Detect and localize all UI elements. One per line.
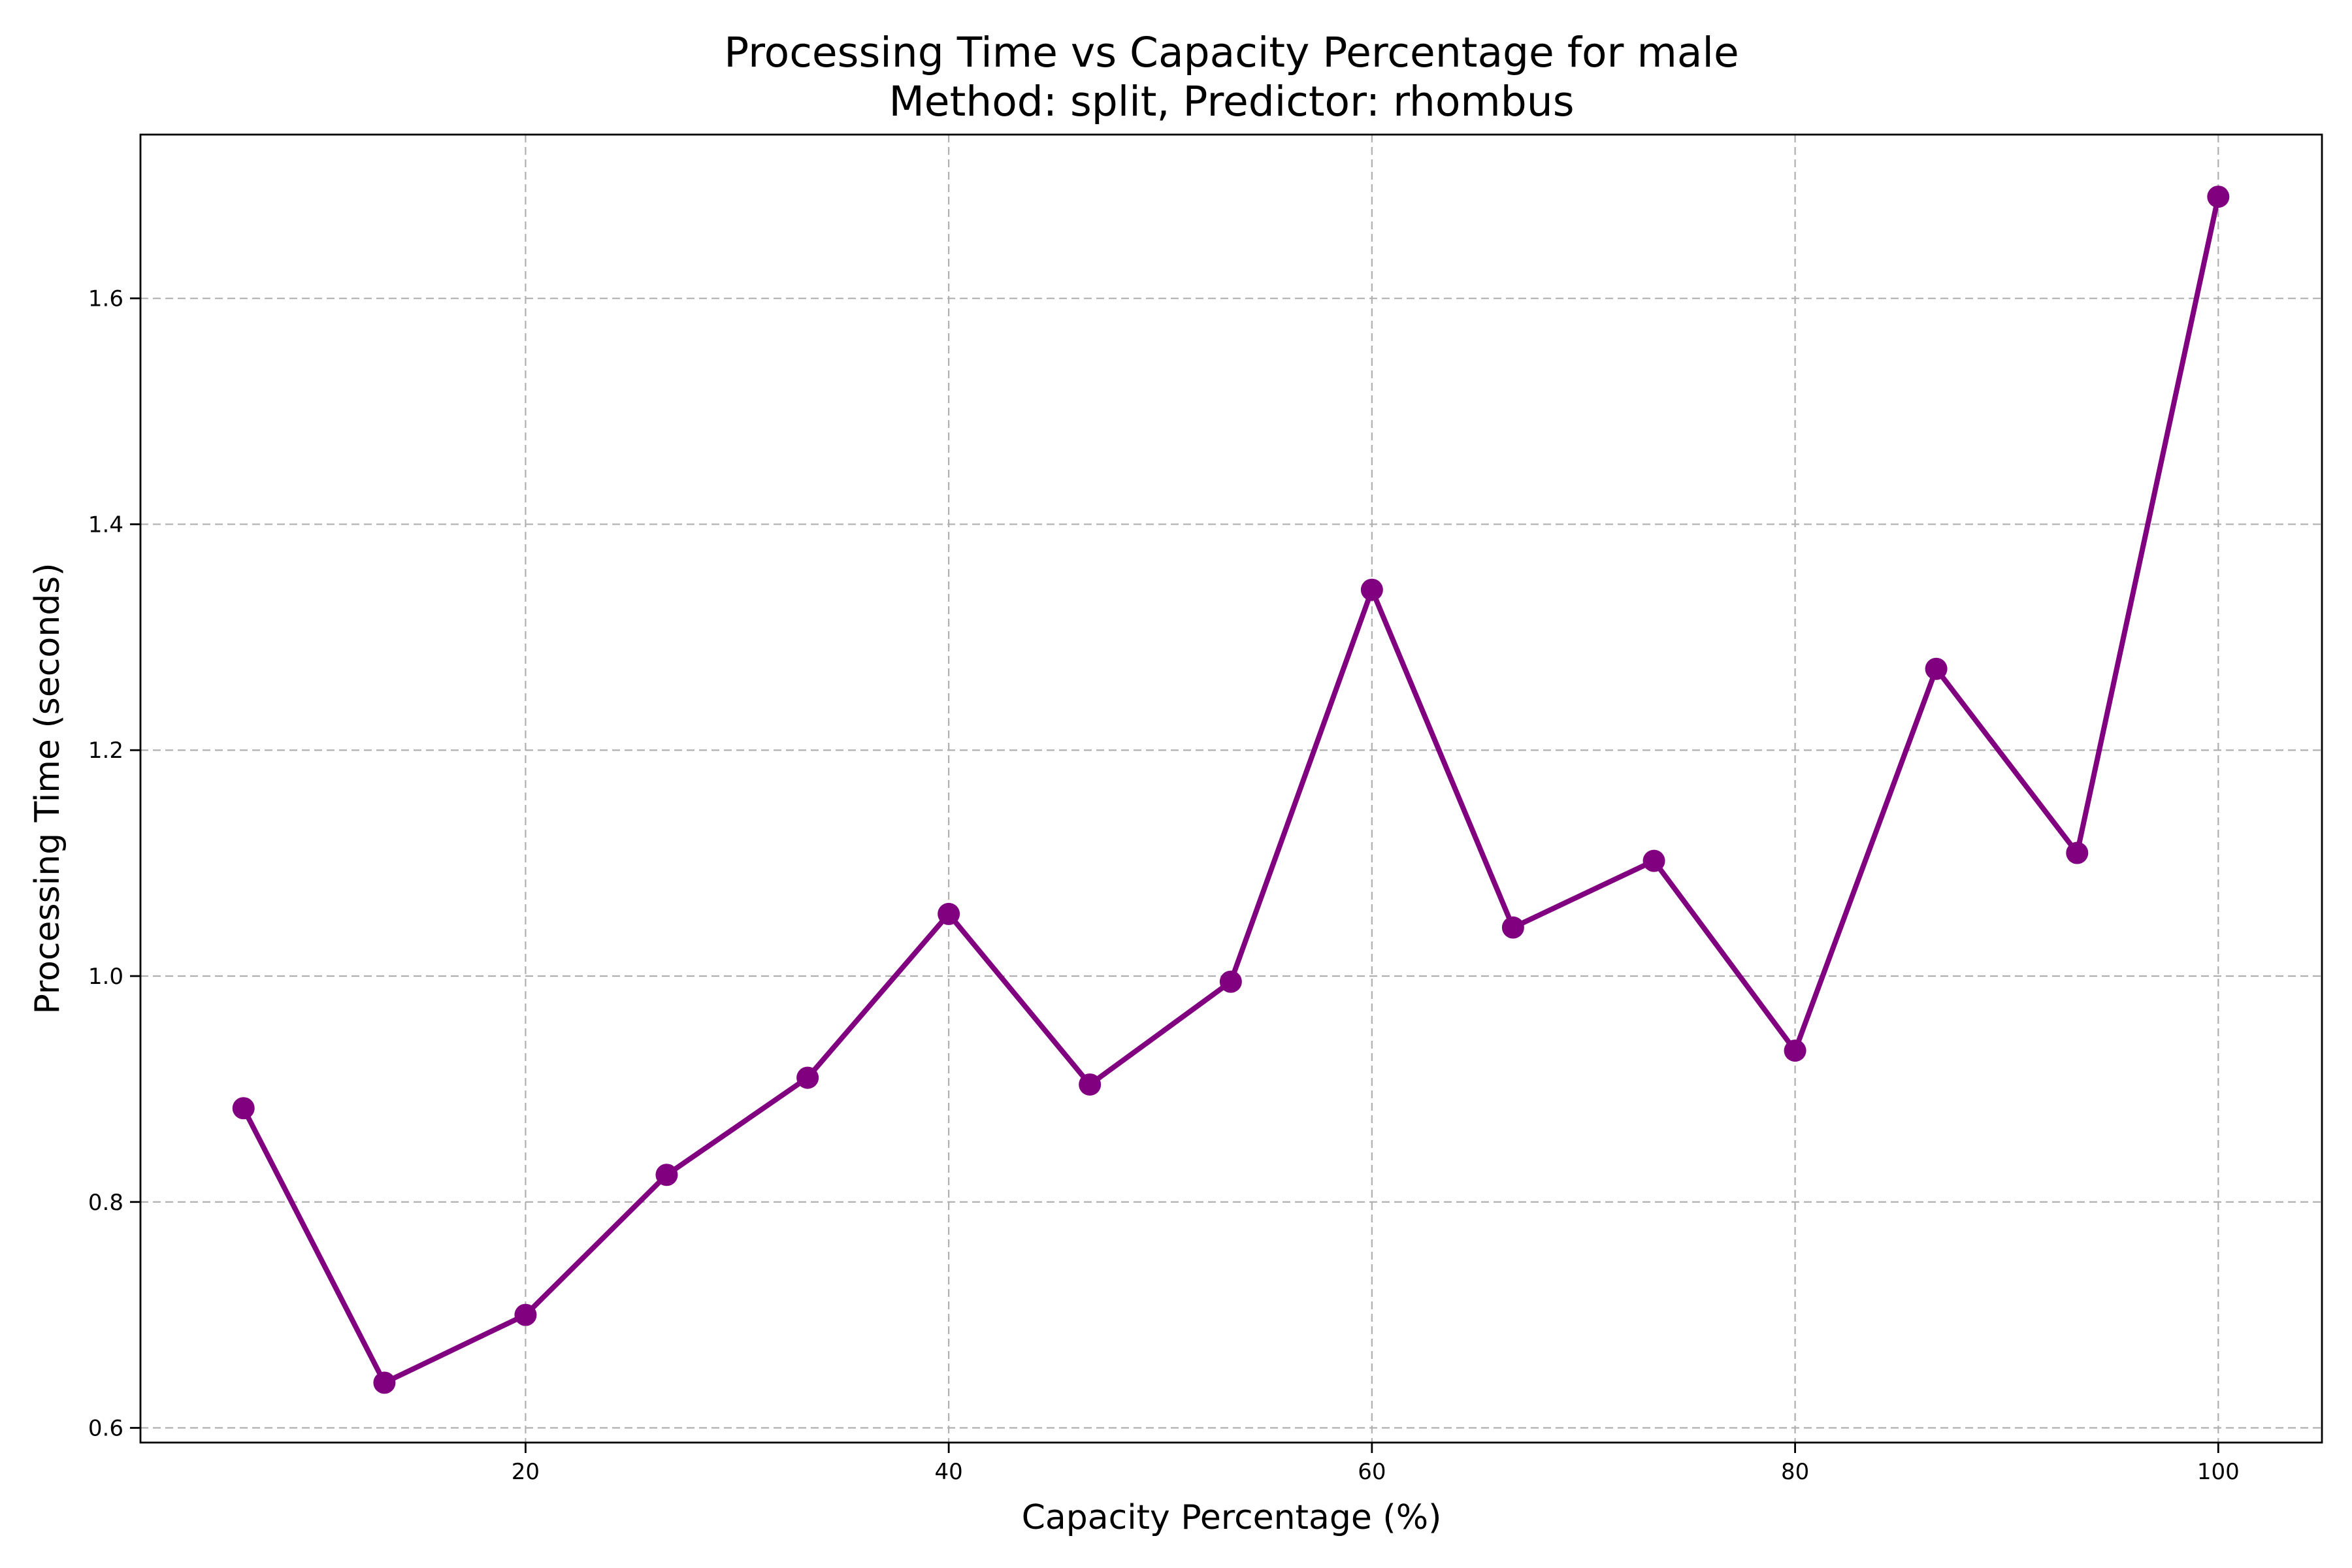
x-axis-label: Capacity Percentage (%) bbox=[1022, 1498, 1442, 1537]
data-point bbox=[1784, 1039, 1806, 1062]
x-tick-label: 100 bbox=[2197, 1459, 2240, 1485]
y-tick-label: 1.2 bbox=[88, 738, 123, 764]
data-point bbox=[1360, 578, 1383, 601]
data-point bbox=[2207, 186, 2230, 208]
data-point bbox=[373, 1371, 396, 1394]
data-series bbox=[232, 186, 2230, 1394]
x-tick-label: 60 bbox=[1358, 1459, 1386, 1485]
data-point bbox=[1925, 657, 1948, 680]
data-point bbox=[796, 1066, 819, 1089]
data-point bbox=[1219, 970, 1242, 993]
y-axis-label: Processing Time (seconds) bbox=[28, 563, 67, 1014]
data-point bbox=[2066, 841, 2089, 864]
x-tick-label: 80 bbox=[1781, 1459, 1809, 1485]
y-tick-label: 1.6 bbox=[88, 286, 123, 312]
grid-lines bbox=[140, 135, 2322, 1443]
plot-frame bbox=[139, 133, 2323, 1444]
axis-ticks: 20 40 60 80 100 0.6 0.8 1.0 1.2 1.4 1.6 bbox=[88, 286, 2240, 1485]
data-point bbox=[1501, 916, 1524, 939]
x-tick-label: 40 bbox=[935, 1459, 963, 1485]
chart-title: Processing Time vs Capacity Percentage f… bbox=[724, 29, 1739, 76]
y-tick-label: 1.4 bbox=[88, 512, 123, 538]
data-point bbox=[938, 902, 960, 925]
y-tick-label: 0.8 bbox=[88, 1190, 123, 1216]
data-point bbox=[1642, 849, 1665, 872]
data-point bbox=[514, 1303, 537, 1326]
chart-subtitle: Method: split, Predictor: rhombus bbox=[889, 78, 1574, 125]
series-line bbox=[241, 196, 2221, 1386]
y-tick-label: 0.6 bbox=[88, 1416, 123, 1442]
y-tick-label: 1.0 bbox=[88, 964, 123, 990]
data-point bbox=[655, 1164, 678, 1186]
data-point bbox=[232, 1097, 255, 1120]
data-point bbox=[1079, 1073, 1102, 1096]
x-tick-label: 20 bbox=[512, 1459, 540, 1485]
